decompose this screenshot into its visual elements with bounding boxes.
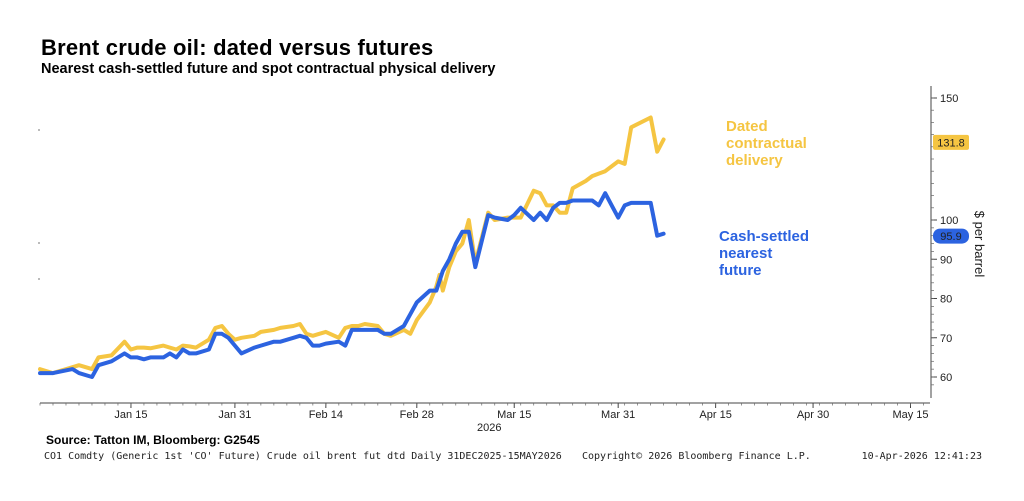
y-tick-label: 80 [940,294,952,306]
x-tick-label: Mar 31 [601,409,635,421]
chart-title: Brent crude oil: dated versus futures [41,35,434,60]
plot-frame [38,86,932,404]
series-annotation: Dated contractual delivery [726,118,807,169]
x-tick-label: Feb 28 [400,409,434,421]
axis-layer: Jan 15 Jan 31 Feb 14 Feb 28 Mar 15 Mar 31 Apr … [39,93,987,434]
y-tick-label: 60 [940,372,952,384]
series-annotation: Cash-settled nearest future [719,228,809,279]
y-tick-label: 70 [940,333,952,345]
annotation-line: contractual [726,135,807,152]
footer-timestamp: 10-Apr-2026 12:41:23 [861,451,982,462]
last-value-label: 95.9 [940,231,961,243]
label-layer: Dated contractual delivery 131.8 Cash-settle… [719,118,969,279]
last-value-tag [933,228,969,244]
chart-subtitle: Nearest cash-settled future and spot con… [41,61,496,77]
y-tick-label: 90 [940,254,952,266]
y-axis-label: $ per barrel [972,211,987,278]
x-tick-label: May 15 [892,409,928,421]
series-layer [38,115,666,379]
annotation-line: delivery [726,152,783,169]
footer-ticker: CO1 Comdty (Generic 1st 'CO' Future) Cru… [44,451,562,462]
source-note: Source: Tatton IM, Bloomberg: G2545 [46,433,260,447]
last-value-tag [933,134,969,150]
y-tick-label: 150 [940,93,958,105]
x-tick-label: Apr 15 [699,409,731,421]
annotation-line: nearest [719,245,772,262]
last-value-label: 131.8 [937,137,965,149]
x-tick-label: Apr 30 [797,409,829,421]
y-tick-label: 100 [940,215,958,227]
series-line-dated [38,115,666,376]
annotation-line: Cash-settled [719,228,809,245]
x-axis-label: 2026 [477,422,501,434]
x-tick-label: Jan 31 [218,409,251,421]
annotation-line: future [719,262,762,279]
x-tick-label: Feb 14 [309,409,343,421]
series-line-future [38,191,666,379]
annotation-line: Dated [726,118,768,135]
footer-copyright: Copyright© 2026 Bloomberg Finance L.P. [582,451,811,462]
x-tick-label: Jan 15 [114,409,147,421]
x-tick-label: Mar 15 [497,409,531,421]
